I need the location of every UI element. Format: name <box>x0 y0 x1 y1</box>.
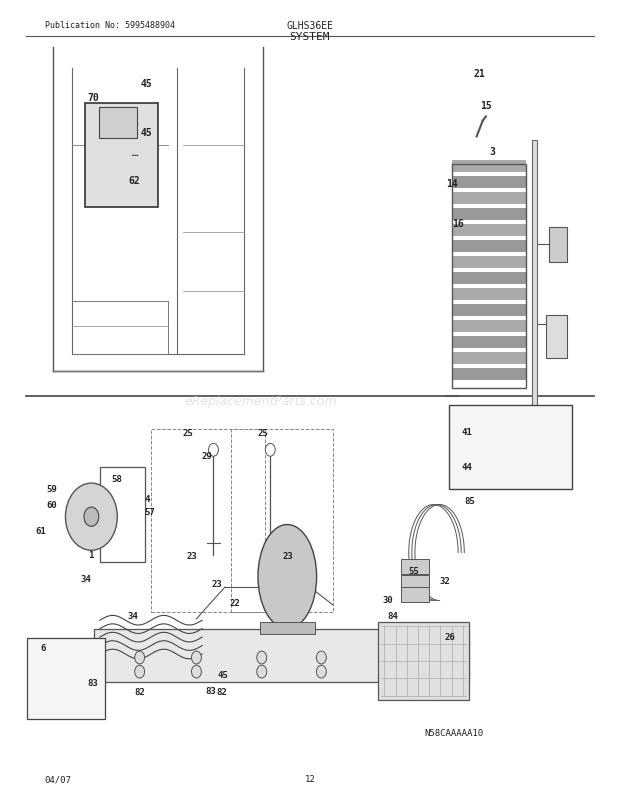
Text: 44: 44 <box>461 462 472 471</box>
Text: 25: 25 <box>257 428 268 437</box>
Text: 23: 23 <box>282 552 293 561</box>
Circle shape <box>257 666 267 678</box>
Text: 30: 30 <box>383 595 394 605</box>
Bar <box>260 622 315 634</box>
Bar <box>452 192 526 205</box>
Text: eReplacementParts.com: eReplacementParts.com <box>184 395 337 407</box>
Text: 3: 3 <box>489 147 495 157</box>
Circle shape <box>316 666 326 678</box>
Circle shape <box>84 508 99 527</box>
Text: 16: 16 <box>452 219 464 229</box>
Text: 23: 23 <box>211 579 222 589</box>
Text: 4: 4 <box>144 494 150 503</box>
Circle shape <box>192 651 202 664</box>
Bar <box>452 320 526 333</box>
Circle shape <box>257 651 267 664</box>
Text: N58CAAAAA10: N58CAAAAA10 <box>424 728 484 737</box>
Bar <box>452 368 526 381</box>
Bar <box>94 630 469 683</box>
Text: 34: 34 <box>81 574 91 583</box>
Bar <box>452 336 526 349</box>
FancyBboxPatch shape <box>549 228 567 263</box>
Circle shape <box>265 444 275 456</box>
Bar <box>99 107 137 139</box>
FancyBboxPatch shape <box>27 638 105 719</box>
Text: 1: 1 <box>88 550 93 559</box>
Text: 45: 45 <box>140 79 152 89</box>
Text: 59: 59 <box>46 484 57 493</box>
Text: 14: 14 <box>446 179 458 188</box>
Text: 82: 82 <box>216 687 227 696</box>
Bar <box>452 273 526 286</box>
Bar <box>452 225 526 237</box>
Text: 70: 70 <box>88 93 100 103</box>
Bar <box>452 176 526 189</box>
Circle shape <box>135 666 144 678</box>
Text: 04/07: 04/07 <box>45 774 71 783</box>
Text: 55: 55 <box>409 566 420 575</box>
Text: 62: 62 <box>128 176 140 185</box>
Text: 22: 22 <box>230 597 241 607</box>
Circle shape <box>208 444 218 456</box>
Circle shape <box>135 651 144 664</box>
Circle shape <box>192 666 202 678</box>
Bar <box>452 241 526 253</box>
Text: 12: 12 <box>304 774 316 783</box>
Text: 85: 85 <box>464 496 475 505</box>
Bar <box>452 165 526 389</box>
FancyBboxPatch shape <box>401 587 428 602</box>
FancyBboxPatch shape <box>86 104 158 209</box>
Text: 41: 41 <box>461 427 472 436</box>
FancyBboxPatch shape <box>401 575 428 590</box>
Text: 60: 60 <box>46 500 57 509</box>
Bar <box>231 429 333 612</box>
Text: 45: 45 <box>140 128 152 138</box>
FancyBboxPatch shape <box>449 405 572 489</box>
Text: 23: 23 <box>187 552 197 561</box>
Text: 26: 26 <box>445 632 455 641</box>
Bar <box>100 468 145 563</box>
Text: 45: 45 <box>218 670 228 678</box>
Circle shape <box>316 651 326 664</box>
Bar <box>151 429 265 612</box>
Bar <box>452 209 526 221</box>
FancyBboxPatch shape <box>546 315 567 358</box>
Text: 32: 32 <box>440 576 450 585</box>
Text: 82: 82 <box>134 687 145 696</box>
FancyBboxPatch shape <box>401 559 428 574</box>
Bar <box>452 352 526 365</box>
Text: 6: 6 <box>40 643 46 652</box>
Bar <box>452 257 526 269</box>
Text: 15: 15 <box>480 101 492 111</box>
Text: 34: 34 <box>128 611 139 621</box>
Text: 57: 57 <box>144 508 156 516</box>
Circle shape <box>66 484 117 551</box>
Text: 61: 61 <box>35 526 46 535</box>
Text: SYSTEM: SYSTEM <box>290 32 330 42</box>
Text: 84: 84 <box>387 611 398 621</box>
Bar <box>532 141 537 413</box>
Text: 21: 21 <box>474 69 485 79</box>
Text: 83: 83 <box>88 678 99 687</box>
Ellipse shape <box>258 525 317 629</box>
Text: Publication No: 5995488904: Publication No: 5995488904 <box>45 22 175 30</box>
Text: 25: 25 <box>182 428 193 437</box>
Bar <box>452 304 526 317</box>
Bar <box>452 160 526 173</box>
Text: 83: 83 <box>205 686 216 695</box>
Text: 58: 58 <box>111 474 122 483</box>
Text: 29: 29 <box>202 452 213 460</box>
Bar <box>378 622 469 700</box>
Bar <box>452 288 526 301</box>
Text: GLHS36EE: GLHS36EE <box>286 22 334 31</box>
